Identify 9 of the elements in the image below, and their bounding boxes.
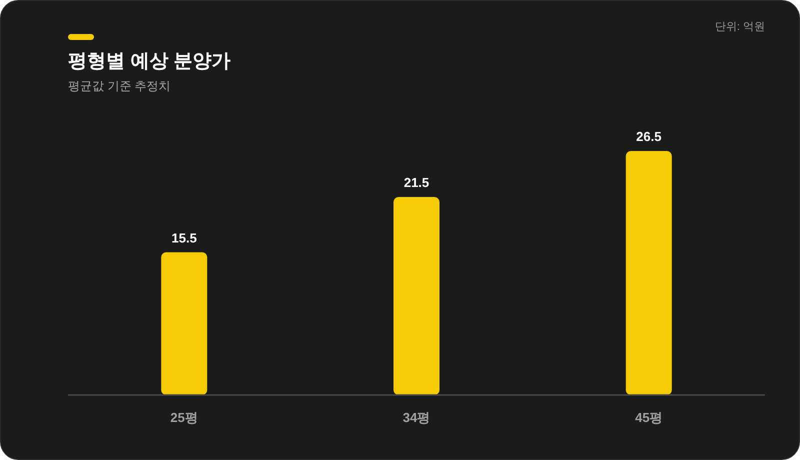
data-label: 15.5 <box>172 230 197 246</box>
data-label: 26.5 <box>636 129 662 144</box>
x-tick-label: 25평 <box>170 410 198 425</box>
chart-title: 평형별 예상 분양가 <box>68 51 231 72</box>
x-tick-label: 45평 <box>635 410 663 425</box>
chart-subtitle: 평균값 기준 추정치 <box>68 79 171 93</box>
text: 단위: 억원 <box>714 21 765 33</box>
data-label: 21.5 <box>404 175 430 190</box>
x-tick-label: 34평 <box>402 410 430 425</box>
